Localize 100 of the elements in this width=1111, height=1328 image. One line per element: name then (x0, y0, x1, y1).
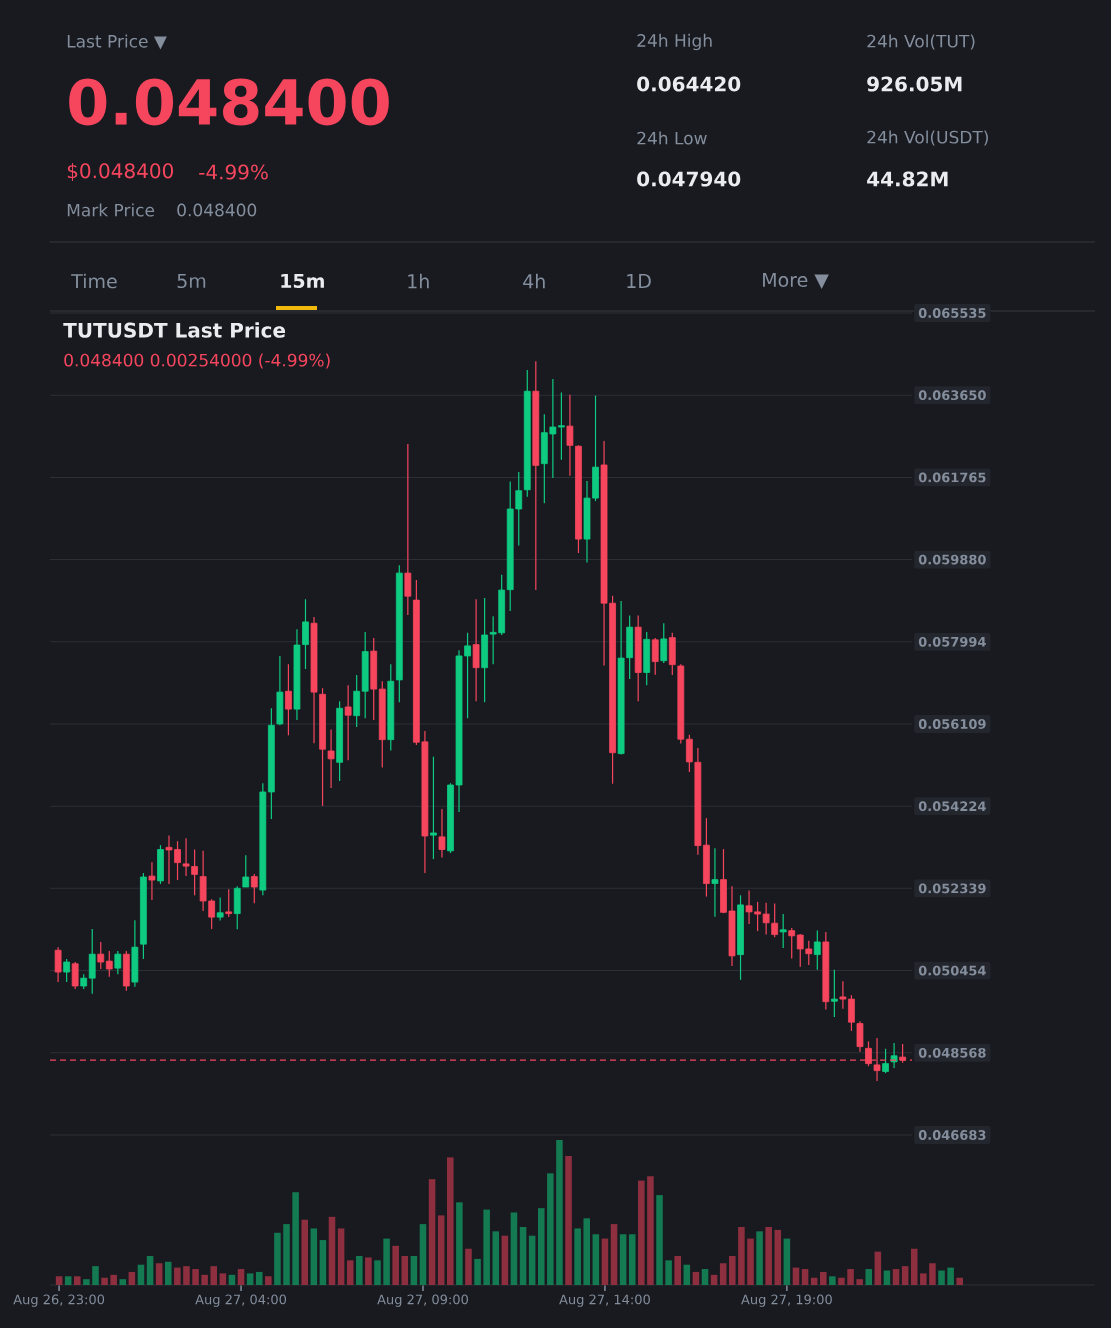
bar (310, 1228, 318, 1285)
bar (137, 1264, 145, 1285)
candlestick (882, 1048, 889, 1074)
bar (319, 1240, 327, 1285)
bar (410, 1255, 418, 1285)
bar (838, 1277, 845, 1285)
text: 0.048400 (177, 203, 257, 217)
candlestick (71, 961, 79, 990)
bar (265, 1276, 272, 1285)
bar (146, 1255, 154, 1285)
bar (483, 1209, 490, 1285)
bar (192, 1269, 199, 1285)
text: 926.05M (867, 76, 962, 92)
bar (365, 1257, 372, 1285)
bar (301, 1219, 308, 1285)
candlestick (813, 930, 821, 971)
bar (356, 1255, 363, 1285)
candlestick (285, 663, 292, 736)
bar (510, 1212, 518, 1285)
bar (929, 1263, 936, 1285)
candlestick (830, 969, 838, 1018)
candlestick (856, 1020, 864, 1053)
bar (819, 1271, 827, 1285)
x-tick-label: Aug 27, 09:00 (377, 1294, 468, 1307)
bar (647, 1176, 654, 1285)
bar (910, 1248, 918, 1285)
candlestick (242, 854, 250, 888)
candlestick (438, 808, 446, 858)
text: 0.064420 (637, 76, 741, 92)
candlestick (430, 756, 437, 860)
bar (447, 1157, 454, 1285)
candlestick (344, 684, 352, 761)
text: 24h High (637, 33, 712, 51)
bar (328, 1216, 336, 1285)
bar (501, 1235, 509, 1285)
candlestick (105, 950, 113, 978)
bar (565, 1155, 572, 1285)
bar (756, 1231, 763, 1285)
bar (64, 1276, 72, 1285)
bar (719, 1263, 727, 1285)
bar (765, 1226, 772, 1285)
y-tick-label: 0.061765 (918, 472, 986, 483)
bar (419, 1224, 427, 1285)
bar (583, 1218, 591, 1285)
text: Mark Price (67, 203, 155, 217)
bar (292, 1192, 299, 1285)
candlestick (651, 637, 659, 676)
bar (164, 1261, 172, 1285)
bar (337, 1228, 345, 1285)
bar (656, 1195, 663, 1285)
bar (547, 1173, 554, 1285)
bar (628, 1234, 636, 1285)
x-tick-label: Aug 27, 14:00 (559, 1294, 650, 1307)
candlestick (404, 443, 412, 616)
bar (901, 1266, 909, 1285)
bar (174, 1267, 181, 1285)
bar (556, 1139, 563, 1285)
text: -4.99% (199, 164, 268, 180)
text: 0.047940 (637, 171, 741, 187)
bar (674, 1255, 681, 1285)
candlestick (250, 873, 258, 904)
candlestick (472, 598, 480, 702)
text: 1h (408, 273, 429, 289)
bar (847, 1269, 854, 1285)
bar (201, 1274, 208, 1285)
bar (210, 1266, 218, 1285)
bar (274, 1232, 281, 1285)
bar (55, 1276, 63, 1285)
bar (437, 1215, 445, 1285)
bar (528, 1235, 536, 1285)
bar (346, 1260, 354, 1285)
text: 4h (523, 273, 545, 289)
bar (101, 1277, 108, 1285)
bar (128, 1271, 136, 1285)
candlestick (216, 896, 224, 922)
bar (601, 1238, 609, 1285)
bar (619, 1234, 627, 1285)
bar (119, 1279, 127, 1285)
chart-title: TUTUSDT Last Price (63, 322, 286, 338)
candlestick (660, 622, 668, 664)
candlestick (97, 941, 105, 970)
candlestick (63, 958, 71, 983)
bar (219, 1273, 227, 1285)
y-tick-label: 0.050454 (918, 965, 986, 976)
bar (92, 1266, 99, 1285)
bar (456, 1202, 463, 1285)
bar (701, 1269, 709, 1285)
bar (865, 1269, 873, 1285)
bar (920, 1273, 927, 1285)
candlestick (788, 927, 796, 960)
bar (938, 1270, 945, 1285)
bar (474, 1258, 481, 1285)
candlestick (88, 928, 96, 995)
bar (283, 1224, 290, 1285)
text: Time (71, 273, 117, 289)
bar (738, 1226, 745, 1285)
bar (692, 1271, 700, 1285)
candlestick (771, 902, 779, 938)
text: 24h Low (637, 131, 707, 145)
bar (610, 1224, 618, 1285)
